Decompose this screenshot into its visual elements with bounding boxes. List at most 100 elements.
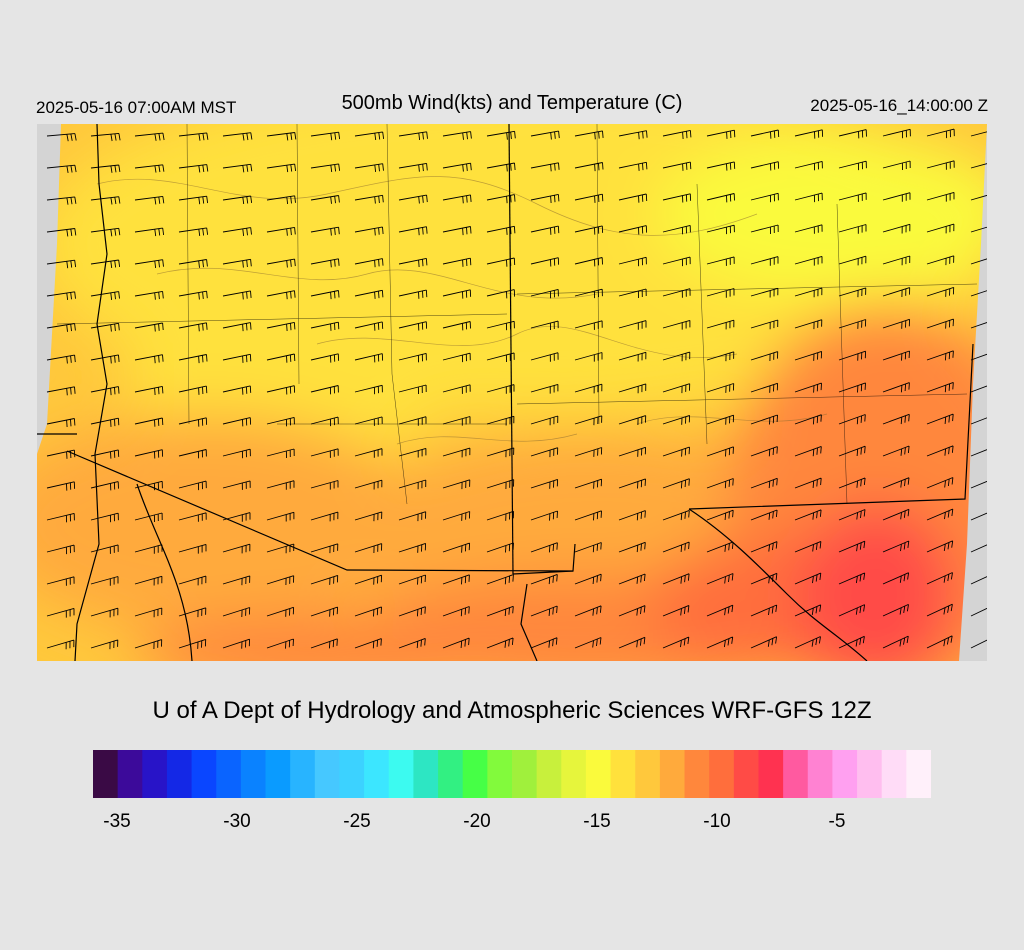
wind-barb <box>662 604 690 617</box>
wind-barb <box>354 194 384 204</box>
wind-barb <box>46 164 77 173</box>
wind-barb <box>178 512 207 522</box>
wind-barb <box>222 638 251 649</box>
wind-barb <box>882 445 910 457</box>
wind-barb <box>662 224 691 235</box>
wind-barb <box>662 288 691 298</box>
wind-barb <box>134 385 164 396</box>
wind-barb <box>794 382 822 393</box>
wind-barb <box>970 163 987 169</box>
colorbar-tick-label: -35 <box>103 811 131 832</box>
wind-barb <box>706 256 735 266</box>
wind-barb <box>838 129 867 139</box>
wind-barb <box>574 288 603 299</box>
wind-barb <box>750 604 778 617</box>
wind-barb <box>794 477 822 489</box>
wind-barb <box>178 449 207 459</box>
wind-barb <box>970 449 987 457</box>
wind-barb <box>530 510 558 521</box>
wind-barb <box>530 573 558 585</box>
wind-barb <box>926 128 955 139</box>
wind-barb <box>574 352 603 362</box>
wind-barb <box>178 417 208 427</box>
wind-barb <box>662 636 690 649</box>
wind-barb <box>618 510 646 521</box>
colorbar-swatch <box>659 750 686 798</box>
wind-barb <box>442 542 471 553</box>
wind-barb <box>266 480 295 490</box>
wind-barb <box>310 131 341 141</box>
wind-barb <box>486 320 515 331</box>
wind-barb <box>794 636 821 649</box>
wind-barb <box>750 129 780 139</box>
wind-barb <box>750 414 778 425</box>
wind-barb <box>970 385 987 393</box>
wind-barb <box>46 133 77 142</box>
wind-barb <box>222 227 252 236</box>
colorbar-swatch <box>881 750 907 798</box>
wind-barb <box>486 352 515 363</box>
wind-barb <box>310 163 341 173</box>
wind-barb <box>574 447 603 457</box>
wind-barb <box>442 226 472 236</box>
wind-barb <box>970 322 987 329</box>
wind-barb <box>354 543 383 554</box>
wind-barb <box>882 572 910 585</box>
wind-barb <box>662 129 692 140</box>
wind-barb <box>134 607 163 618</box>
wind-barb <box>530 257 560 267</box>
valid-time-label: 2025-05-16_14:00:00 Z <box>810 96 988 115</box>
wind-barb <box>926 381 954 393</box>
wind-barb <box>134 322 164 332</box>
wind-barb <box>618 256 647 267</box>
wind-barb <box>310 195 340 204</box>
wind-barb <box>970 226 987 233</box>
wind-barb <box>838 477 866 489</box>
colorbar-swatch <box>585 750 612 798</box>
wind-barb <box>706 129 736 139</box>
wind-barb <box>486 479 515 490</box>
wind-barb <box>442 479 471 490</box>
wind-barb <box>90 512 119 523</box>
colorbar-swatch <box>807 750 834 798</box>
wind-barb <box>134 575 163 586</box>
wind-barb <box>706 604 734 617</box>
wind-barb <box>398 321 428 331</box>
wind-barb <box>134 259 164 269</box>
wind-barb <box>574 193 604 203</box>
wind-barb <box>618 478 646 489</box>
wind-barb <box>442 606 470 617</box>
wind-barb <box>662 351 691 362</box>
wind-barb <box>90 354 120 364</box>
wind-barb <box>970 353 987 361</box>
wind-barb <box>926 255 955 266</box>
wind-barb <box>442 511 471 521</box>
wind-barb <box>574 510 602 521</box>
wind-barb <box>618 605 646 617</box>
wind-barb <box>266 511 295 522</box>
wind-barb <box>354 226 384 236</box>
wind-barb <box>46 291 76 300</box>
wind-barb <box>486 447 515 458</box>
wind-barb <box>90 386 120 396</box>
wind-barb <box>750 382 779 393</box>
wind-barb <box>442 321 471 331</box>
wind-barb <box>838 350 867 361</box>
wind-barb <box>90 607 119 618</box>
wind-barb <box>530 542 558 553</box>
wind-barb <box>178 227 209 236</box>
wind-barb <box>178 259 208 268</box>
colorbar-tick-label: -30 <box>223 811 251 832</box>
wind-barb <box>706 541 734 553</box>
wind-barb <box>530 162 560 172</box>
wind-barb <box>398 447 427 458</box>
wind-barb <box>90 449 120 459</box>
wind-barb <box>222 385 252 395</box>
wind-barb <box>134 544 163 554</box>
wind-barb <box>398 226 428 236</box>
wind-barb <box>398 162 428 172</box>
wind-barb <box>134 290 164 300</box>
wind-barb <box>838 192 867 202</box>
wind-barb <box>398 574 426 585</box>
wind-barb <box>706 478 734 489</box>
